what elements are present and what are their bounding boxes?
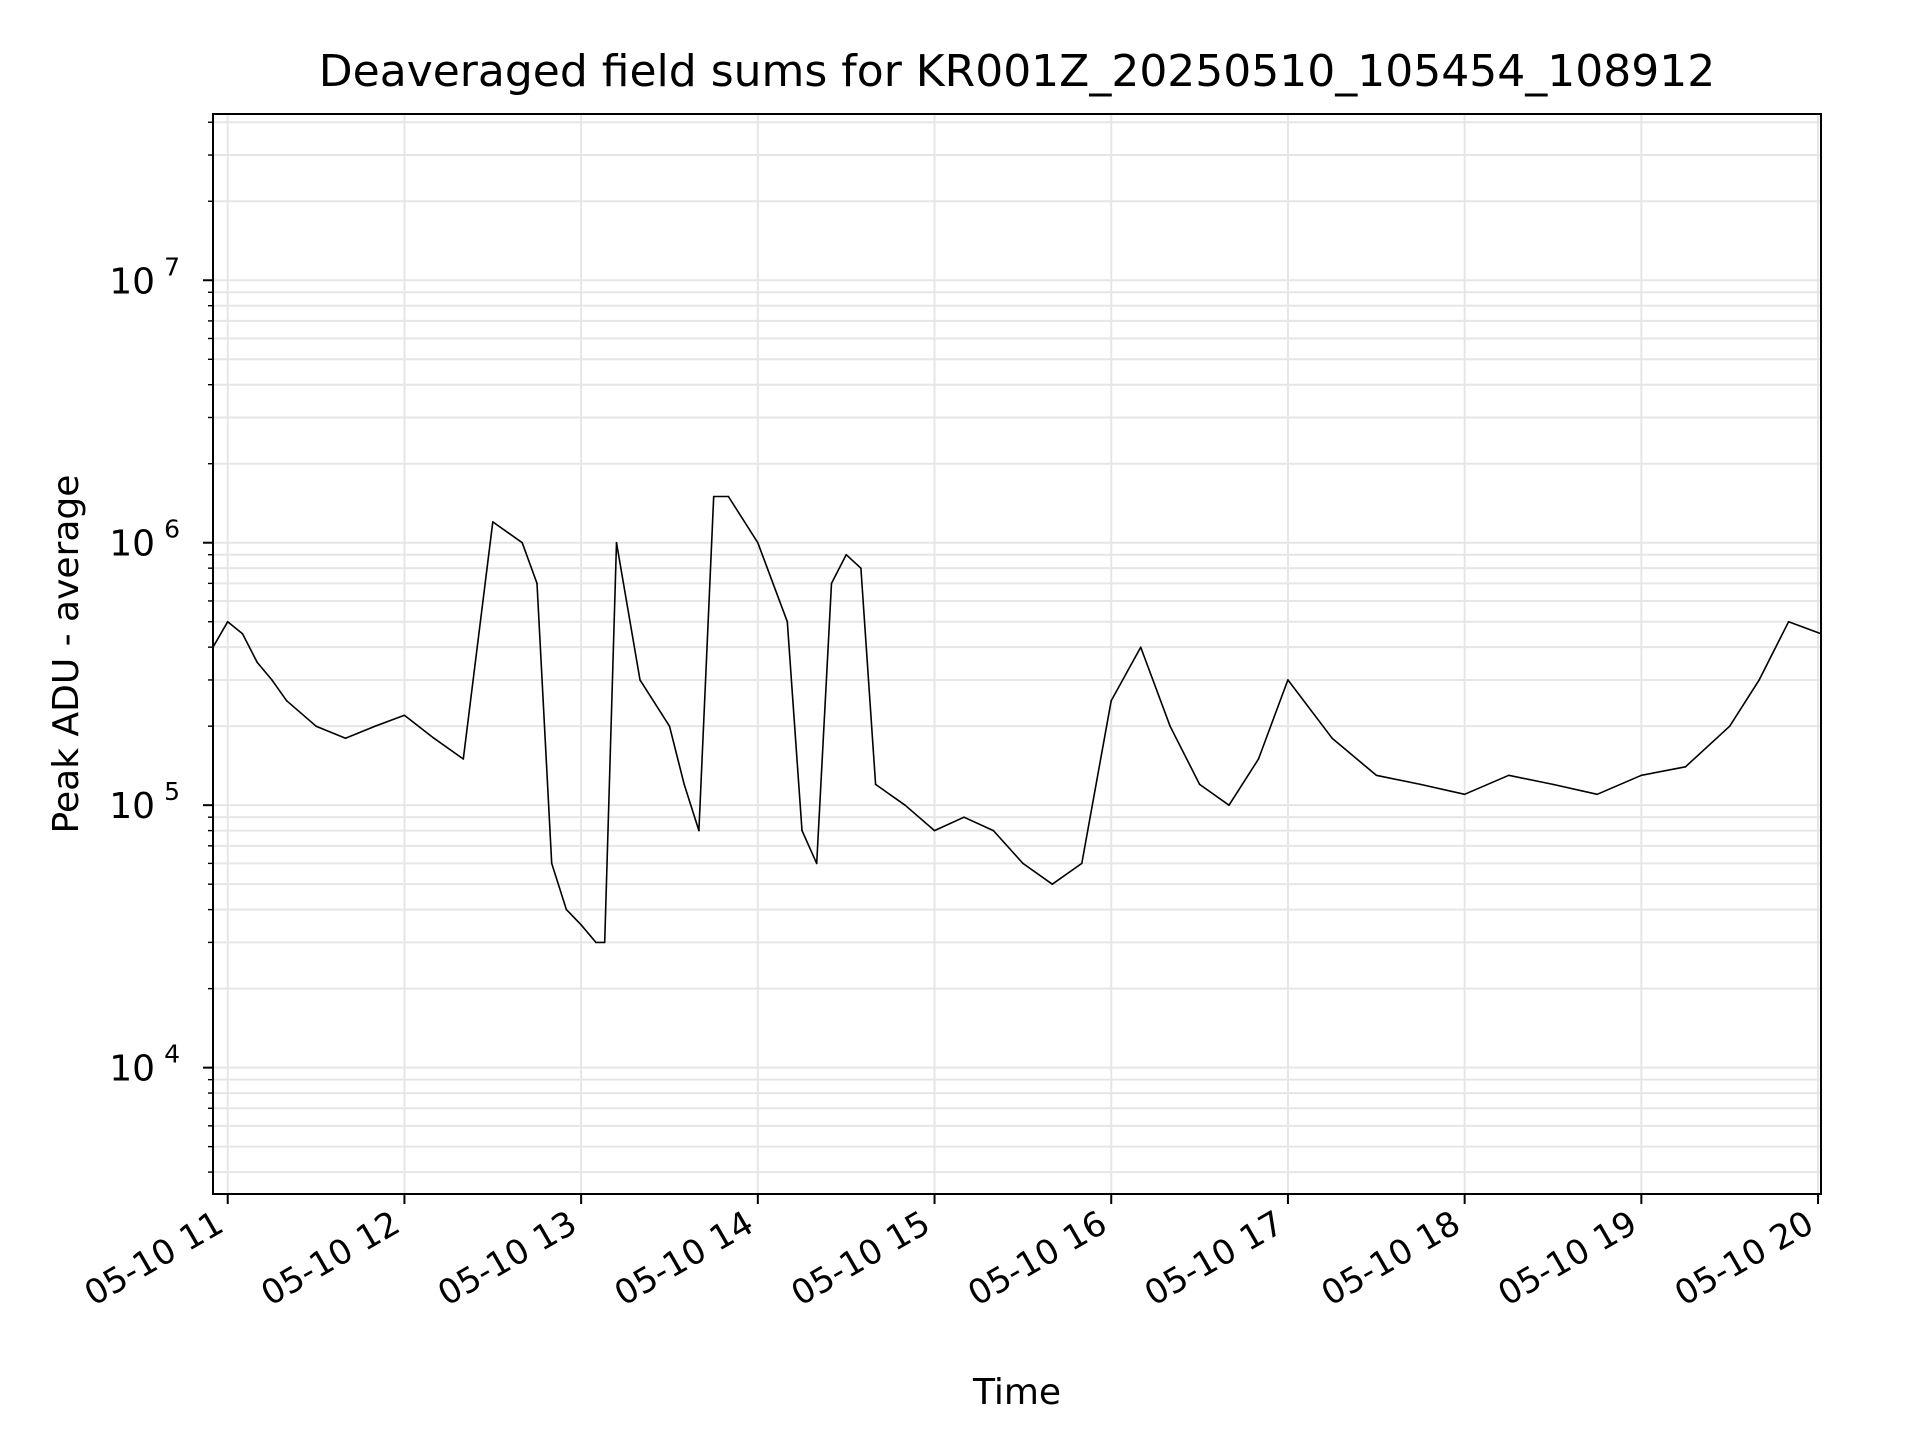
y-tick-label: 10 5: [109, 777, 180, 827]
data-point: [668, 725, 671, 727]
data-point: [1080, 862, 1083, 865]
data-point: [963, 816, 965, 818]
data-point: [374, 725, 376, 727]
data-point: [1198, 783, 1201, 786]
y-tick-label-exponent: 6: [164, 515, 180, 544]
y-tick-label: 10 7: [109, 252, 180, 302]
data-point: [1758, 679, 1760, 681]
data-point: [933, 829, 936, 832]
data-point: [830, 582, 833, 585]
data-point: [1419, 783, 1422, 786]
y-tick-label-exponent: 7: [164, 252, 180, 281]
data-point: [904, 804, 906, 806]
data-point: [595, 941, 597, 944]
data-point: [580, 924, 582, 926]
data-point: [285, 699, 288, 702]
data-point: [615, 541, 618, 544]
data-point: [1728, 725, 1731, 727]
plot-area: [212, 495, 1822, 944]
data-point: [256, 661, 258, 664]
data-point: [550, 862, 553, 865]
data-point: [344, 737, 347, 739]
y-tick-label-exponent: 5: [164, 777, 180, 806]
y-tick-label-exponent: 4: [164, 1040, 180, 1069]
data-point: [698, 829, 700, 832]
data-point: [712, 495, 715, 498]
data-point: [683, 783, 686, 786]
data-point: [860, 567, 862, 569]
data-point: [603, 941, 606, 944]
data-point: [1375, 774, 1378, 777]
grid: [213, 114, 1821, 1194]
y-tick-label-base: 10: [109, 524, 155, 565]
data-point: [786, 620, 789, 623]
data-point: [226, 620, 229, 623]
data-point: [491, 521, 494, 523]
data-point: [403, 714, 406, 717]
series-line: [212, 495, 1822, 944]
data-point: [1169, 725, 1171, 727]
data-point: [801, 829, 803, 832]
data-point: [462, 758, 465, 760]
data-point: [1640, 774, 1643, 777]
data-point: [639, 679, 641, 681]
data-point: [1463, 793, 1466, 796]
data-point: [521, 541, 524, 544]
data-point: [1596, 793, 1598, 796]
data-point: [1552, 783, 1554, 786]
data-point: [315, 725, 317, 727]
y-tick-label: 10 4: [109, 1040, 180, 1090]
data-point: [1508, 774, 1510, 777]
data-point: [992, 829, 995, 832]
data-point: [1022, 862, 1024, 865]
y-tick-label: 10 6: [109, 515, 180, 565]
data-point: [433, 737, 435, 739]
y-tick-label-base: 10: [109, 786, 155, 827]
x-axis-label: Time: [972, 1372, 1061, 1413]
data-point: [1331, 737, 1333, 739]
data-point: [1287, 679, 1289, 681]
data-point: [565, 908, 568, 911]
chart-title: Deaveraged field sums for KR001Z_2025051…: [319, 46, 1715, 97]
data-point: [815, 862, 818, 865]
y-tick-label-base: 10: [109, 1049, 155, 1090]
data-point: [874, 783, 877, 786]
data-point: [271, 679, 273, 681]
data-point: [845, 553, 847, 556]
data-point: [1257, 758, 1260, 760]
plot-frame: [212, 113, 1822, 1195]
data-point: [1139, 646, 1142, 648]
data-point: [536, 582, 538, 585]
y-tick-label-base: 10: [109, 261, 155, 302]
data-point: [241, 632, 244, 635]
data-point: [1110, 699, 1113, 702]
data-point: [1051, 883, 1054, 885]
data-point: [1787, 620, 1790, 623]
data-point: [1228, 804, 1230, 806]
data-point: [757, 541, 759, 544]
data-point: [1684, 766, 1687, 768]
data-point: [727, 495, 730, 498]
y-axis-label: Peak ADU - average: [46, 475, 87, 834]
